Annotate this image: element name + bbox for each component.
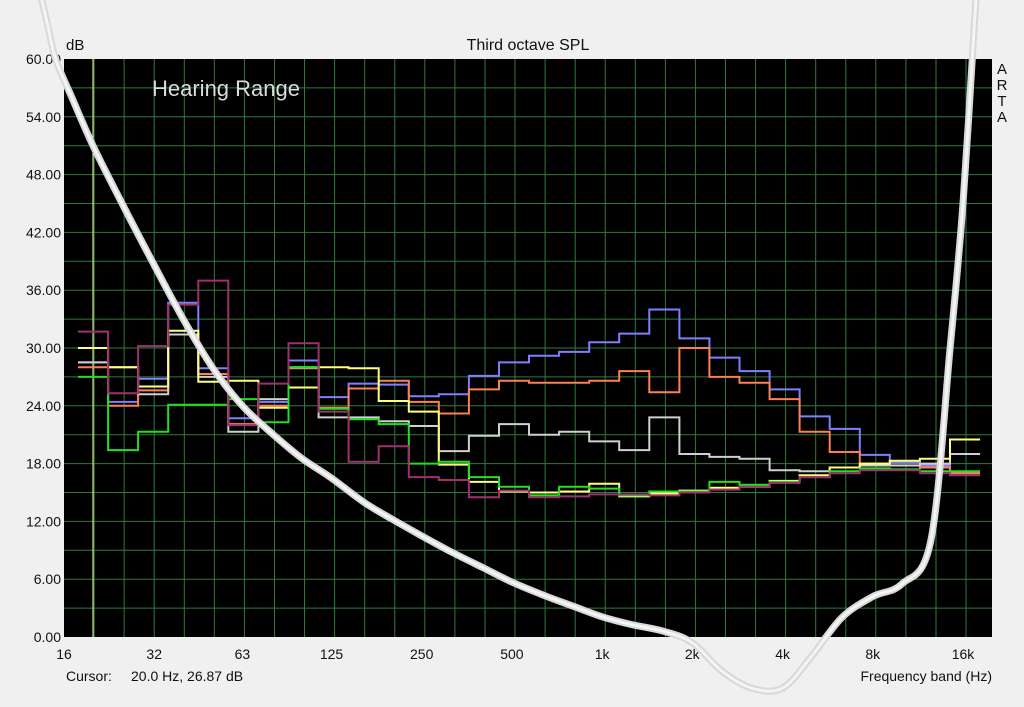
x-tick-label: 500 — [500, 646, 524, 662]
x-tick-label: 1k — [595, 646, 611, 662]
x-tick-label: 8k — [865, 646, 881, 662]
y-tick-label: 12.00 — [26, 513, 61, 529]
arta-letter: R — [997, 77, 1008, 94]
x-axis-label: Frequency band (Hz) — [860, 668, 992, 684]
y-tick-label: 6.00 — [34, 571, 61, 587]
arta-letter: T — [997, 93, 1006, 110]
axes: 60.0054.0048.0042.0036.0030.0024.0018.00… — [26, 51, 975, 662]
hearing-range-group — [38, 0, 980, 695]
x-tick-label: 125 — [320, 646, 344, 662]
y-tick-label: 0.00 — [34, 629, 61, 645]
chart-title: Third octave SPL — [467, 37, 590, 54]
cursor-readout: 20.0 Hz, 26.87 dB — [131, 668, 243, 684]
cursor-label: Cursor: — [66, 668, 112, 684]
x-tick-label: 63 — [235, 646, 251, 662]
y-tick-label: 18.00 — [26, 456, 61, 472]
y-tick-label: 24.00 — [26, 398, 61, 414]
y-axis-label: dB — [66, 37, 84, 54]
grid — [64, 59, 992, 637]
x-tick-label: 4k — [775, 646, 791, 662]
y-tick-label: 36.00 — [26, 282, 61, 298]
x-tick-label: 250 — [410, 646, 434, 662]
y-tick-label: 30.00 — [26, 340, 61, 356]
hearing-range-curve-highlight — [40, 0, 978, 693]
y-tick-label: 54.00 — [26, 109, 61, 125]
y-tick-label: 42.00 — [26, 224, 61, 240]
arta-letter: A — [997, 109, 1007, 126]
x-tick-label: 16k — [952, 646, 976, 662]
series-group — [78, 279, 981, 499]
hearing-range-label: Hearing Range — [152, 76, 300, 101]
arta-letter: A — [997, 61, 1007, 78]
x-tick-label: 16 — [56, 646, 72, 662]
series-line — [78, 279, 981, 499]
x-tick-label: 32 — [146, 646, 162, 662]
y-tick-label: 48.00 — [26, 167, 61, 183]
